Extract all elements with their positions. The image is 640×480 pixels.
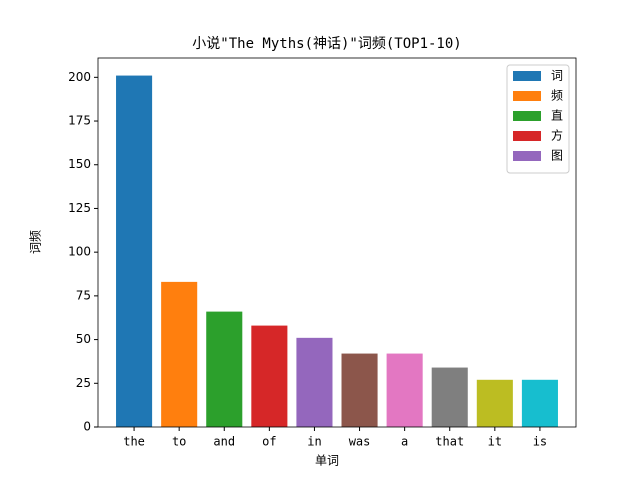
- legend-label: 直: [551, 109, 563, 123]
- x-tick-label: and: [213, 435, 235, 449]
- y-tick-label: 200: [68, 70, 91, 84]
- chart-title: 小说"The Myths(神话)"词频(TOP1-10): [192, 36, 461, 52]
- y-tick-label: 125: [68, 201, 91, 215]
- y-tick-label: 150: [68, 157, 91, 171]
- bar: [476, 379, 513, 427]
- legend-label: 图: [551, 149, 563, 163]
- bar: [386, 353, 423, 427]
- x-axis-label: 单词: [315, 454, 339, 468]
- bar: [521, 379, 558, 427]
- bar: [161, 281, 198, 427]
- plot-frame: [97, 57, 577, 428]
- x-tick-label: was: [349, 435, 371, 449]
- bar: [431, 367, 468, 427]
- bar: [296, 337, 333, 427]
- x-tick-label: a: [401, 435, 408, 449]
- legend-label: 频: [551, 89, 563, 103]
- bar: [251, 325, 288, 427]
- x-tick-label: is: [533, 435, 547, 449]
- bar: [206, 311, 243, 427]
- legend-swatch: [513, 71, 541, 81]
- y-tick-label: 100: [68, 245, 91, 259]
- x-tick-label: the: [123, 435, 145, 449]
- bar: [116, 75, 153, 428]
- bar: [341, 353, 378, 427]
- y-tick-label: 50: [76, 332, 91, 346]
- x-tick-label: it: [488, 435, 502, 449]
- y-tick-label: 175: [68, 114, 91, 128]
- legend-swatch: [513, 111, 541, 121]
- y-tick-label: 75: [76, 288, 91, 302]
- x-tick-label: of: [262, 435, 276, 449]
- x-tick-label: in: [307, 435, 321, 449]
- legend-label: 方: [551, 128, 563, 143]
- legend-swatch: [513, 91, 541, 101]
- legend-swatch: [513, 131, 541, 141]
- legend-swatch: [513, 151, 541, 161]
- y-axis-label: 词频: [29, 230, 43, 254]
- x-tick-label: that: [435, 435, 464, 449]
- y-tick-label: 0: [83, 420, 91, 434]
- x-tick-label: to: [172, 435, 186, 449]
- legend-label: 词: [551, 69, 563, 83]
- y-tick-label: 25: [76, 376, 91, 390]
